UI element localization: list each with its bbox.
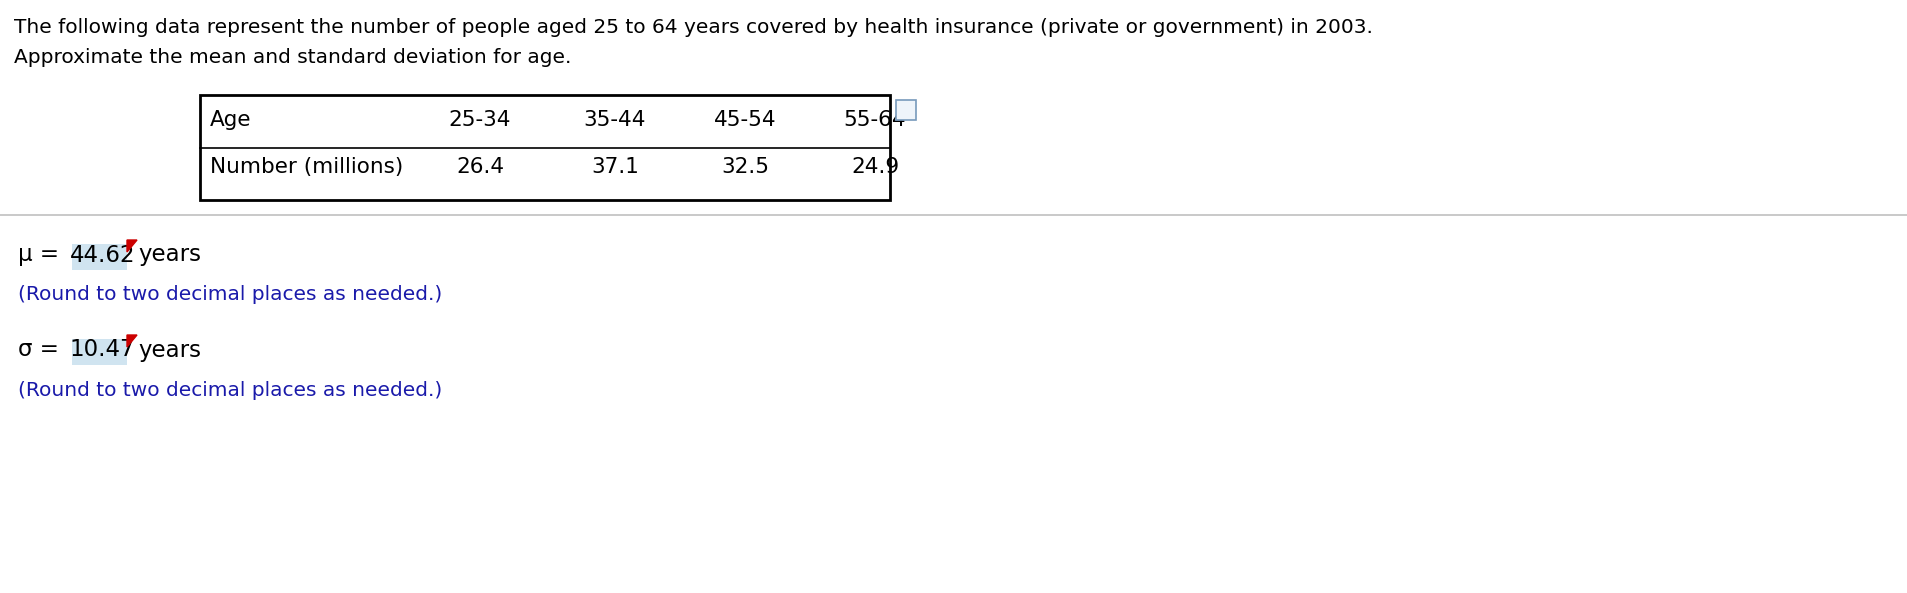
Polygon shape — [128, 335, 137, 347]
Text: 44.62: 44.62 — [71, 244, 135, 266]
Text: 24.9: 24.9 — [851, 157, 898, 177]
Text: (Round to two decimal places as needed.): (Round to two decimal places as needed.) — [17, 285, 442, 304]
Text: 26.4: 26.4 — [456, 157, 503, 177]
Text: years: years — [137, 244, 200, 266]
Text: 55-64: 55-64 — [843, 110, 906, 130]
Bar — [896, 100, 915, 120]
Bar — [72, 339, 128, 365]
Text: 10.47: 10.47 — [71, 339, 135, 362]
Polygon shape — [128, 240, 137, 252]
Text: σ =: σ = — [17, 339, 67, 362]
Text: Number (millions): Number (millions) — [210, 157, 402, 177]
Text: Approximate the mean and standard deviation for age.: Approximate the mean and standard deviat… — [13, 48, 570, 67]
Bar — [72, 244, 128, 270]
Text: 25-34: 25-34 — [448, 110, 511, 130]
Text: The following data represent the number of people aged 25 to 64 years covered by: The following data represent the number … — [13, 18, 1373, 37]
Text: 45-54: 45-54 — [713, 110, 776, 130]
Text: years: years — [137, 339, 200, 362]
Text: μ =: μ = — [17, 244, 67, 266]
Text: 35-44: 35-44 — [584, 110, 646, 130]
Bar — [200, 95, 889, 200]
Text: (Round to two decimal places as needed.): (Round to two decimal places as needed.) — [17, 381, 442, 400]
Text: 32.5: 32.5 — [721, 157, 769, 177]
Text: Age: Age — [210, 110, 252, 130]
Text: 37.1: 37.1 — [591, 157, 639, 177]
